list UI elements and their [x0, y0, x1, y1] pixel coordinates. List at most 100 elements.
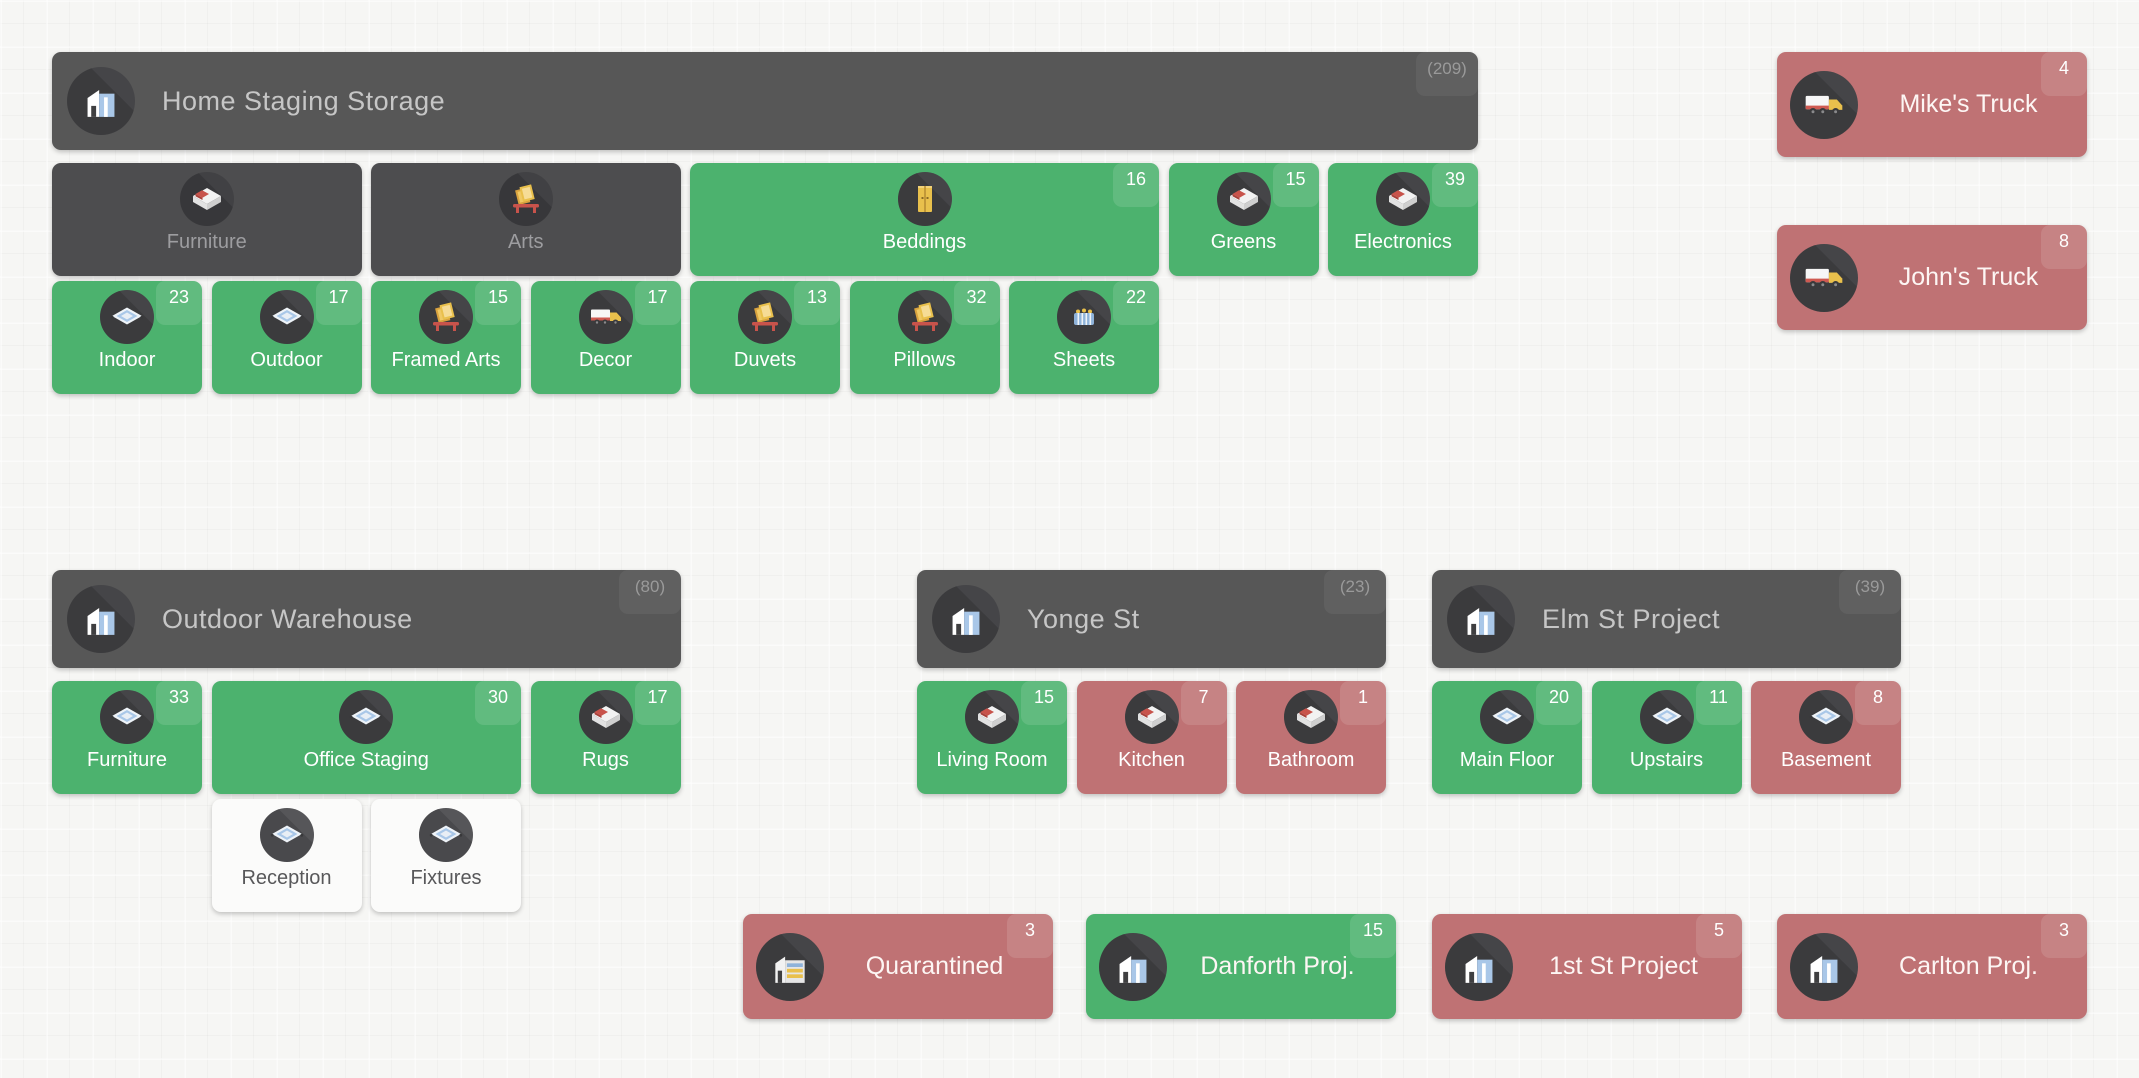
card-label: Outdoor — [250, 349, 323, 371]
count-badge: 5 — [1696, 914, 1742, 958]
count-badge: 15 — [1350, 914, 1396, 958]
card-label: Pillows — [893, 349, 956, 371]
count-badge: 7 — [1180, 681, 1227, 725]
card-label: 1st St Project — [1549, 952, 1698, 980]
card-rugs[interactable]: Rugs 17 — [530, 681, 681, 794]
count-badge: 17 — [315, 281, 362, 325]
card-carlton-proj[interactable]: Carlton Proj. 3 — [1777, 914, 2087, 1019]
card-label: Quarantined — [865, 952, 1004, 980]
card-label: Main Floor — [1459, 749, 1555, 771]
cushion-icon — [259, 808, 314, 862]
card-main-floor[interactable]: Main Floor 20 — [1432, 681, 1582, 794]
count-badge: 39 — [1432, 163, 1478, 207]
card-label: Rugs — [582, 749, 629, 771]
frames-icon — [498, 172, 553, 226]
section-count-badge: (39) — [1839, 570, 1901, 614]
truck-icon — [1790, 70, 1858, 139]
card-quarantined[interactable]: Quarantined 3 — [743, 914, 1053, 1019]
card-label: Arts — [507, 231, 544, 253]
sheets-icon — [1057, 290, 1111, 344]
section-yonge-st: Yonge St (23) Living Room 15 Kitchen 7 Bathroo… — [917, 570, 1386, 794]
card-label: Fixtures — [410, 867, 482, 889]
section-header-home-staging-storage[interactable]: Home Staging Storage (209) — [52, 52, 1478, 150]
card-label: Danforth Proj. — [1200, 952, 1355, 980]
card-danforth-proj[interactable]: Danforth Proj. 15 — [1086, 914, 1396, 1019]
section-header-yonge-st[interactable]: Yonge St (23) — [917, 570, 1386, 668]
card-mike-s-truck[interactable]: Mike's Truck 4 — [1777, 52, 2087, 157]
card-row: Living Room 15 Kitchen 7 Bathroom 1 — [917, 681, 1386, 794]
bed-icon — [1284, 690, 1338, 744]
section-title: Yonge St — [1027, 603, 1140, 634]
card-label: Furniture — [86, 749, 168, 771]
card-row: Reception Fixtures — [211, 799, 682, 912]
count-badge: 8 — [1855, 681, 1901, 725]
section-count-badge: (209) — [1416, 52, 1478, 96]
card-row: Main Floor 20 Upstairs 11 Basement 8 — [1432, 681, 1901, 794]
card-fixtures[interactable]: Fixtures — [371, 799, 521, 912]
card-basement[interactable]: Basement 8 — [1751, 681, 1901, 794]
card-pillows[interactable]: Pillows 32 — [849, 281, 1000, 394]
card-label: Bathroom — [1267, 749, 1355, 771]
card-label: Upstairs — [1629, 749, 1704, 771]
card-indoor[interactable]: Indoor 23 — [52, 281, 202, 394]
card-label: Office Staging — [303, 749, 429, 771]
card-bathroom[interactable]: Bathroom 1 — [1236, 681, 1386, 794]
card-label: Kitchen — [1118, 749, 1185, 771]
section-title: Outdoor Warehouse — [162, 603, 413, 634]
card-label: Electronics — [1354, 231, 1452, 253]
section-count-badge: (80) — [619, 570, 681, 614]
bed-icon — [1376, 172, 1430, 226]
count-badge: 15 — [475, 281, 521, 325]
section-header-elm-st-project[interactable]: Elm St Project (39) — [1432, 570, 1901, 668]
card-framed-arts[interactable]: Framed Arts 15 — [371, 281, 521, 394]
card-1st-st-project[interactable]: 1st St Project 5 — [1432, 914, 1742, 1019]
cushion-icon — [100, 690, 154, 744]
card-upstairs[interactable]: Upstairs 11 — [1591, 681, 1742, 794]
building-icon — [1447, 585, 1515, 653]
card-arts[interactable]: Arts — [371, 163, 681, 276]
frames-icon — [419, 290, 473, 344]
card-greens[interactable]: Greens 15 — [1168, 163, 1319, 276]
card-decor[interactable]: Decor 17 — [530, 281, 681, 394]
building-icon — [1790, 932, 1858, 1001]
card-duvets[interactable]: Duvets 13 — [690, 281, 840, 394]
card-outdoor[interactable]: Outdoor 17 — [211, 281, 362, 394]
building-icon — [1099, 932, 1167, 1001]
card-sheets[interactable]: Sheets 22 — [1009, 281, 1159, 394]
card-living-room[interactable]: Living Room 15 — [917, 681, 1067, 794]
count-badge: 32 — [953, 281, 1000, 325]
warehouse-icon — [756, 932, 824, 1001]
count-badge: 30 — [475, 681, 521, 725]
count-badge: 17 — [634, 681, 681, 725]
cushion-icon — [259, 290, 314, 344]
count-badge: 4 — [2041, 52, 2087, 96]
card-john-s-truck[interactable]: John's Truck 8 — [1777, 225, 2087, 330]
bed-icon — [965, 690, 1019, 744]
card-furniture[interactable]: Furniture — [52, 163, 362, 276]
building-icon — [932, 585, 1000, 653]
count-badge: 1 — [1340, 681, 1386, 725]
card-electronics[interactable]: Electronics 39 — [1328, 163, 1478, 276]
section-header-outdoor-warehouse[interactable]: Outdoor Warehouse (80) — [52, 570, 681, 668]
card-row: Indoor 23 Outdoor 17 Framed Arts 15 Decor 17 Duv… — [52, 281, 1478, 394]
count-badge: 15 — [1021, 681, 1067, 725]
bed-icon — [1124, 690, 1179, 744]
card-furniture[interactable]: Furniture 33 — [52, 681, 202, 794]
building-icon — [67, 585, 135, 653]
count-badge: 15 — [1272, 163, 1319, 207]
count-badge: 8 — [2041, 225, 2087, 269]
card-row: Furniture 33 Office Staging 30 Rugs 17 — [52, 681, 681, 794]
count-badge: 22 — [1113, 281, 1159, 325]
section-home-staging-storage: Home Staging Storage (209) Furniture Arts Be… — [52, 52, 1478, 394]
card-label: Greens — [1210, 231, 1277, 253]
section-outdoor-warehouse: Outdoor Warehouse (80) Furniture 33 Office S… — [52, 570, 681, 912]
bed-icon — [578, 690, 633, 744]
card-label: Carlton Proj. — [1899, 952, 2038, 980]
count-badge: 23 — [156, 281, 202, 325]
card-kitchen[interactable]: Kitchen 7 — [1076, 681, 1227, 794]
building-icon — [1445, 932, 1513, 1001]
card-office-staging[interactable]: Office Staging 30 — [211, 681, 521, 794]
card-reception[interactable]: Reception — [211, 799, 362, 912]
card-beddings[interactable]: Beddings 16 — [690, 163, 1159, 276]
